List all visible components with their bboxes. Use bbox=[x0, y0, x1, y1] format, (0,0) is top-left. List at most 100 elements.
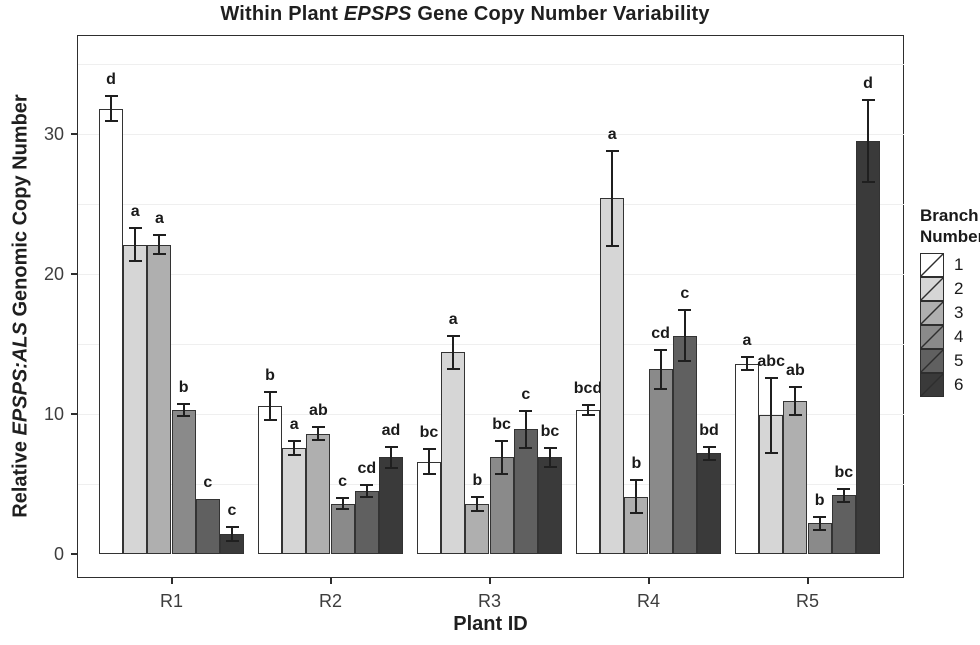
error-bar-line bbox=[746, 357, 748, 370]
error-bar-cap-top bbox=[581, 403, 595, 406]
y-axis-tick bbox=[71, 553, 77, 555]
bar bbox=[147, 244, 172, 554]
error-bar-cap-top bbox=[470, 495, 484, 498]
diagonal-line-icon bbox=[921, 253, 943, 276]
error-bar-cap-bottom bbox=[225, 540, 239, 543]
legend-entry: 1 bbox=[920, 252, 980, 277]
legend-entry: 6 bbox=[920, 372, 980, 397]
sig-letter: a bbox=[154, 209, 164, 227]
error-bar-cap-bottom bbox=[678, 359, 692, 362]
bar bbox=[465, 503, 490, 554]
error-bar-cap-top bbox=[605, 149, 619, 152]
sig-letter: bc bbox=[834, 463, 854, 481]
error-bar-cap-top bbox=[128, 226, 142, 229]
error-bar-cap-top bbox=[422, 448, 436, 450]
sig-letter: a bbox=[289, 415, 299, 433]
error-bar-line bbox=[708, 446, 710, 460]
error-bar-line bbox=[683, 310, 686, 361]
bar bbox=[441, 352, 466, 554]
error-bar-line bbox=[818, 516, 821, 530]
error-bar-cap-bottom bbox=[581, 413, 595, 416]
error-bar-cap-top bbox=[225, 526, 239, 529]
sig-letter: bd bbox=[699, 421, 719, 439]
error-bar-line bbox=[158, 234, 161, 255]
x-axis-tick-label: R4 bbox=[636, 591, 660, 611]
bar bbox=[330, 503, 355, 554]
error-bar-cap-top bbox=[336, 497, 350, 499]
gridline bbox=[78, 414, 904, 415]
legend-swatch bbox=[920, 276, 944, 301]
legend-swatch bbox=[920, 348, 944, 373]
diagonal-line-icon bbox=[921, 373, 943, 396]
legend-swatch bbox=[920, 300, 944, 325]
legend-title: Branch Number bbox=[920, 205, 980, 247]
error-bar-cap-top bbox=[287, 439, 301, 442]
error-bar-cap-bottom bbox=[861, 180, 875, 183]
error-bar-line bbox=[341, 498, 344, 510]
legend-label: 5 bbox=[954, 351, 964, 370]
gridline bbox=[78, 204, 904, 205]
error-bar-cap-top bbox=[678, 309, 692, 312]
bar bbox=[378, 457, 404, 554]
error-bar-cap-bottom bbox=[336, 508, 350, 511]
sig-letter: b bbox=[265, 366, 275, 384]
error-bar-cap-top bbox=[519, 410, 533, 413]
error-bar-cap-bottom bbox=[104, 120, 118, 123]
error-bar-cap-bottom bbox=[470, 509, 484, 512]
error-bar-line bbox=[182, 403, 185, 417]
bar bbox=[831, 495, 856, 554]
y-axis-tick-label: 20 bbox=[43, 264, 64, 284]
error-bar-line bbox=[524, 411, 527, 448]
bar bbox=[98, 108, 124, 554]
y-axis-tick bbox=[71, 413, 77, 415]
sig-letter: a bbox=[742, 332, 752, 350]
sig-letter: c bbox=[521, 386, 531, 404]
sig-letter: ad bbox=[381, 421, 401, 439]
x-axis-tick bbox=[329, 578, 332, 584]
legend-entry: 5 bbox=[920, 348, 980, 373]
bar bbox=[195, 499, 220, 554]
x-axis-tick-label: R1 bbox=[159, 591, 183, 611]
bar bbox=[696, 453, 722, 554]
legend-swatch bbox=[920, 324, 944, 349]
error-bar-line bbox=[500, 440, 503, 475]
x-axis-tick-label: R3 bbox=[477, 591, 501, 611]
error-bar-line bbox=[549, 447, 551, 468]
bar bbox=[513, 429, 538, 554]
error-bar-cap-top bbox=[740, 356, 754, 359]
bar bbox=[855, 141, 881, 554]
sig-letter: d bbox=[106, 71, 116, 89]
error-bar-line bbox=[587, 404, 589, 415]
error-bar-cap-bottom bbox=[446, 368, 460, 371]
error-bar-line bbox=[659, 349, 662, 389]
error-bar-line bbox=[867, 100, 869, 182]
legend: Branch Number 1 2 3 4 5 6 bbox=[920, 205, 980, 397]
sig-letter: c bbox=[203, 474, 213, 492]
error-bar-cap-bottom bbox=[702, 458, 716, 461]
diagonal-line-icon bbox=[921, 349, 943, 372]
legend-title-line2: Number bbox=[920, 227, 980, 246]
legend-entry: 3 bbox=[920, 300, 980, 325]
bar bbox=[575, 409, 601, 554]
y-axis-tick-label: 10 bbox=[43, 404, 64, 424]
legend-title-line1: Branch bbox=[920, 206, 979, 225]
bar bbox=[416, 461, 442, 554]
error-bar-cap-top bbox=[104, 95, 118, 98]
diagonal-line-icon bbox=[921, 301, 943, 324]
legend-label: 6 bbox=[954, 375, 964, 394]
error-bar-line bbox=[365, 485, 368, 497]
sig-letter: abc bbox=[757, 352, 785, 370]
gridline bbox=[78, 134, 904, 135]
sig-letter: bc bbox=[492, 415, 511, 433]
error-bar-cap-top bbox=[543, 446, 557, 449]
gridline bbox=[78, 274, 904, 275]
x-axis-tick-label: R5 bbox=[795, 591, 819, 611]
sig-letter: b bbox=[631, 454, 642, 472]
bar bbox=[672, 335, 697, 554]
error-bar-line bbox=[231, 527, 233, 542]
error-bar-cap-top bbox=[495, 439, 509, 442]
diagonal-line-icon bbox=[921, 325, 943, 348]
bar bbox=[306, 433, 331, 554]
bar bbox=[734, 363, 760, 554]
error-bar-line bbox=[390, 446, 392, 468]
